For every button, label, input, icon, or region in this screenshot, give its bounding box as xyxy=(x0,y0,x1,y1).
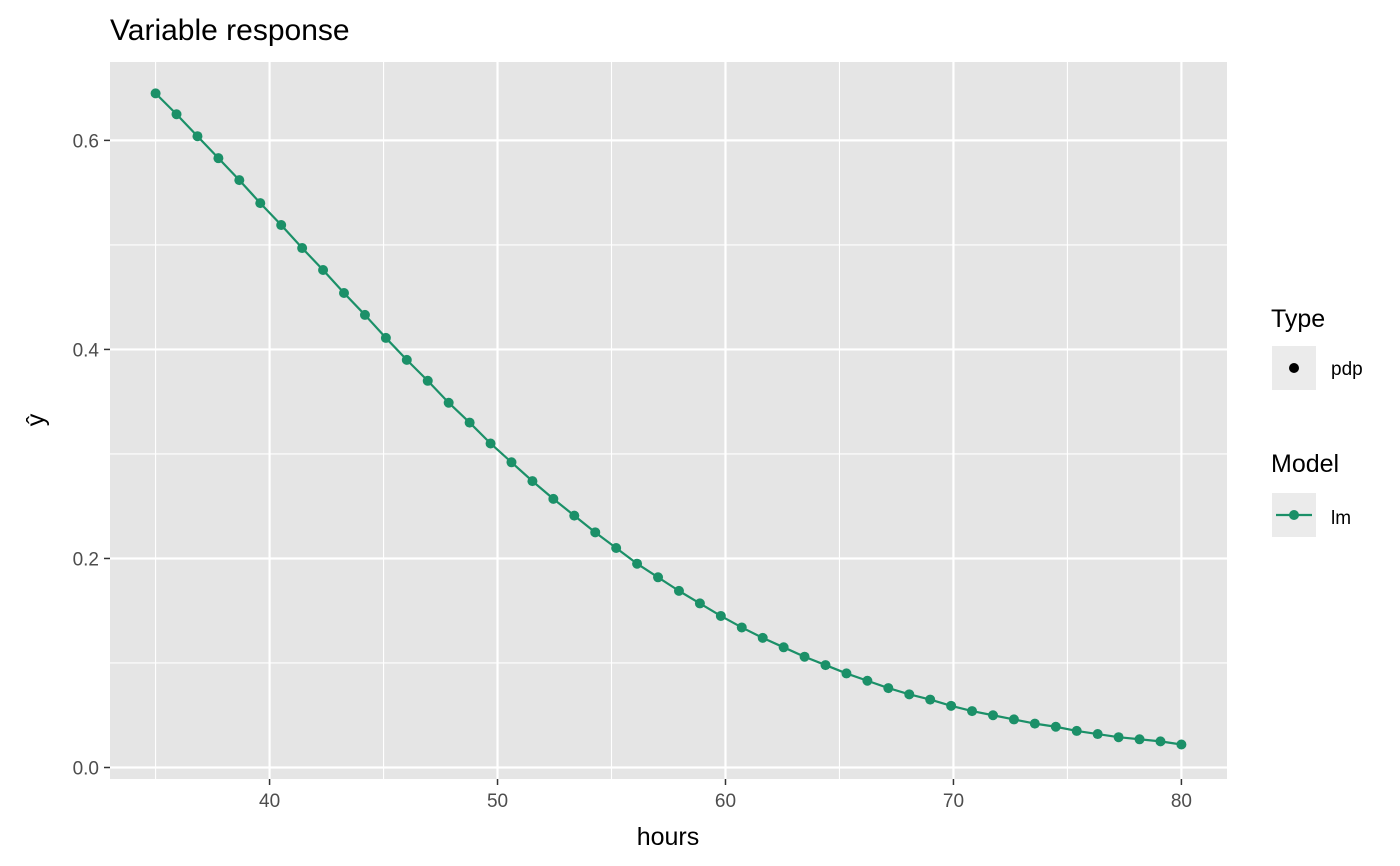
data-point xyxy=(527,476,538,487)
data-point xyxy=(1071,725,1082,736)
data-point xyxy=(1113,732,1124,743)
data-point xyxy=(841,668,852,679)
x-axis-title: hours xyxy=(637,823,700,851)
data-point xyxy=(883,683,894,694)
y-tick-label: 0.4 xyxy=(73,340,100,361)
data-point xyxy=(1092,729,1103,740)
data-point xyxy=(548,493,559,504)
data-point xyxy=(1155,736,1166,747)
data-point xyxy=(925,694,936,705)
plot-panel xyxy=(110,62,1227,779)
data-point xyxy=(1134,734,1145,745)
data-point xyxy=(1050,721,1061,732)
chart-title: Variable response xyxy=(110,14,350,47)
data-point xyxy=(485,438,496,449)
data-point xyxy=(1029,718,1040,729)
legend-title-model: Model xyxy=(1271,450,1339,478)
data-point xyxy=(946,700,957,711)
data-point xyxy=(673,585,684,596)
data-point xyxy=(464,417,475,428)
data-point xyxy=(799,651,810,662)
minor-gridlines xyxy=(110,62,1227,779)
data-point xyxy=(569,510,580,521)
y-tick-label: 0.2 xyxy=(73,549,99,570)
legend-title-type: Type xyxy=(1271,305,1325,333)
legend-label-lm: lm xyxy=(1331,508,1351,529)
data-point xyxy=(611,543,622,554)
x-tick-label: 60 xyxy=(715,791,736,812)
x-tick-label: 80 xyxy=(1171,791,1192,812)
x-tick-label: 70 xyxy=(943,791,964,812)
series-lm xyxy=(150,88,1187,750)
legend: Type pdp Model lm xyxy=(1271,305,1363,537)
data-point xyxy=(359,309,370,320)
legend-symbol-lm xyxy=(1289,510,1299,520)
y-axis-title: ŷ xyxy=(22,413,50,426)
data-point xyxy=(255,198,266,209)
data-point xyxy=(443,397,454,408)
data-point xyxy=(234,175,245,186)
data-point xyxy=(778,642,789,653)
data-point xyxy=(694,598,705,609)
data-point xyxy=(297,243,308,254)
data-point xyxy=(820,660,831,671)
data-point xyxy=(862,675,873,686)
data-point xyxy=(967,706,978,717)
x-axis: 40 50 60 70 80 xyxy=(259,779,1192,812)
data-point xyxy=(318,264,329,275)
data-point xyxy=(401,354,412,365)
panel-background xyxy=(110,62,1227,779)
y-tick-label: 0.0 xyxy=(73,759,99,780)
data-point xyxy=(380,332,391,343)
x-tick-label: 40 xyxy=(259,791,280,812)
data-point xyxy=(715,610,726,621)
data-point xyxy=(276,220,287,231)
data-point xyxy=(736,622,747,633)
y-axis: 0.0 0.2 0.4 0.6 xyxy=(73,131,110,780)
data-point xyxy=(904,689,915,700)
data-point xyxy=(150,88,161,99)
data-point xyxy=(171,109,182,120)
data-point xyxy=(192,131,203,142)
data-point xyxy=(422,375,433,386)
data-point xyxy=(339,287,350,298)
major-gridlines xyxy=(110,62,1227,779)
data-point xyxy=(987,710,998,721)
data-point xyxy=(653,572,664,583)
legend-label-pdp: pdp xyxy=(1331,359,1363,380)
x-tick-label: 50 xyxy=(487,791,508,812)
data-point xyxy=(506,457,517,468)
data-point xyxy=(1176,739,1187,750)
data-point xyxy=(757,632,768,643)
data-point xyxy=(632,558,643,569)
data-point xyxy=(213,153,224,164)
legend-symbol-pdp xyxy=(1289,363,1299,373)
data-point xyxy=(590,527,601,538)
data-point xyxy=(1008,714,1019,725)
y-tick-label: 0.6 xyxy=(73,131,99,152)
